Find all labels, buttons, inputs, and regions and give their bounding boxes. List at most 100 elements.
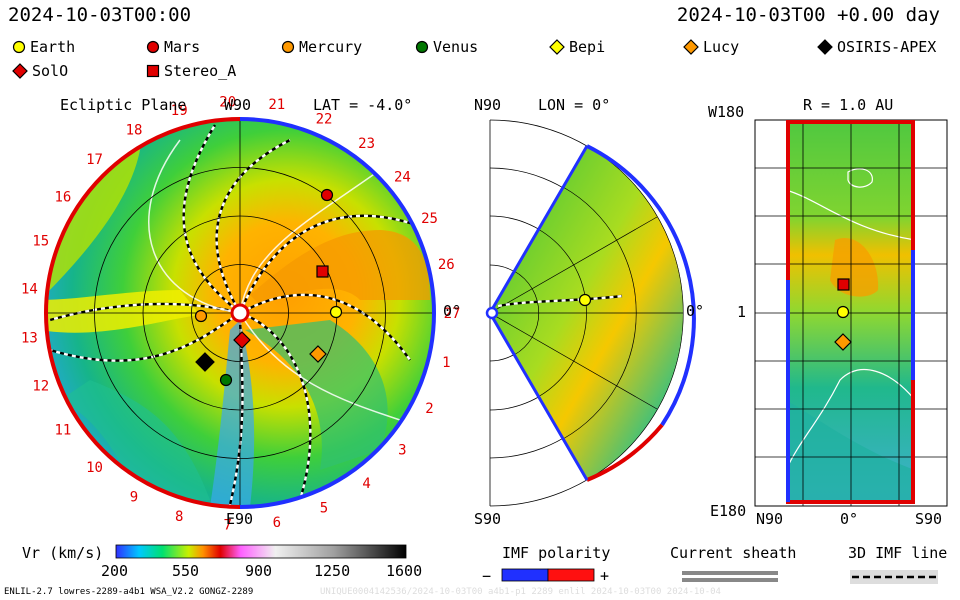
carrington-label: 19 xyxy=(171,103,188,119)
diamond-marker-icon xyxy=(12,63,28,79)
model-info: ENLIL-2.7 lowres-2289-a4b1 WSA_V2.2 GONG… xyxy=(4,587,254,597)
imf-polarity-title: IMF polarity xyxy=(502,544,611,562)
r-surface-axis-0: 0° xyxy=(840,510,859,528)
carrington-label: 24 xyxy=(394,170,411,186)
carrington-label: 12 xyxy=(32,379,49,395)
r-surface-axis-s90: S90 xyxy=(915,510,943,528)
legend-osiris-apex: OSIRIS-APEX xyxy=(817,38,936,56)
earth-marker xyxy=(836,305,850,319)
legend-lucy: Lucy xyxy=(683,38,739,56)
ecliptic-top-label: W90 xyxy=(224,96,252,114)
r-surface-polarity-border xyxy=(786,120,915,504)
solo-marker xyxy=(233,331,251,349)
carrington-label: 2 xyxy=(425,401,433,417)
circle-marker-icon xyxy=(415,40,429,54)
carrington-label: 20 xyxy=(219,94,236,110)
osiris-apex-marker xyxy=(195,352,215,372)
carrington-label: 1 xyxy=(442,355,450,371)
carrington-label: 3 xyxy=(398,442,406,458)
colorbar-tick: 200 xyxy=(101,562,129,580)
ecliptic-bottom-label: E90 xyxy=(226,510,254,528)
carrington-label: 7 xyxy=(223,518,231,534)
carrington-label: 11 xyxy=(54,423,71,439)
stereo-a-marker xyxy=(316,265,329,278)
r-surface-top-label: W180 xyxy=(708,103,745,121)
colorbar xyxy=(115,544,407,559)
carrington-label: 6 xyxy=(273,515,281,531)
carrington-label: 27 xyxy=(444,306,461,322)
ecliptic-title: Ecliptic Plane xyxy=(60,96,187,114)
legend-label: Venus xyxy=(433,38,479,56)
legend-stereo-a: Stereo_A xyxy=(146,62,236,80)
square-marker-icon xyxy=(146,64,160,78)
earth-marker xyxy=(329,305,343,319)
legend-label: Earth xyxy=(30,38,76,56)
colorbar-tick: 900 xyxy=(245,562,273,580)
r-surface-title: R = 1.0 AU xyxy=(803,96,894,114)
meridional-panel xyxy=(485,119,696,507)
carrington-label: 5 xyxy=(320,501,328,517)
circle-marker-icon xyxy=(12,40,26,54)
r-surface-axis-n90: N90 xyxy=(756,510,784,528)
bepi-marker xyxy=(578,293,592,307)
sun-icon xyxy=(485,306,499,320)
meridional-boundary-positive xyxy=(586,144,696,427)
legend-label: Stereo_A xyxy=(164,62,237,80)
ecliptic-lat-label: LAT = -4.0° xyxy=(313,96,413,114)
run-id: UNIQUE0004142536/2024-10-03T00 a4b1-p1 2… xyxy=(320,587,721,597)
r-surface-panel xyxy=(754,119,948,507)
legend-mars: Mars xyxy=(146,38,200,56)
venus-marker xyxy=(219,373,233,387)
colorbar-tick: 1250 xyxy=(314,562,351,580)
diamond-marker-icon xyxy=(683,39,699,55)
colorbar-tick: 1600 xyxy=(386,562,423,580)
mars-marker xyxy=(320,188,334,202)
legend-label: SolO xyxy=(32,62,69,80)
carrington-label: 18 xyxy=(126,122,143,138)
ecliptic-right-label: 0° xyxy=(443,302,462,320)
imf-positive-swatch xyxy=(547,568,595,582)
polarity-boundary-negative xyxy=(43,117,241,509)
carrington-label: 16 xyxy=(54,190,71,206)
legend-label: Bepi xyxy=(569,38,606,56)
carrington-label: 25 xyxy=(421,211,438,227)
meridional-right-label: 0° xyxy=(686,302,705,320)
legend-venus: Venus xyxy=(415,38,478,56)
legend-label: Mercury xyxy=(299,38,363,56)
carrington-label: 15 xyxy=(32,234,49,250)
current-sheath-lines xyxy=(148,139,401,421)
meridional-bottom-label: S90 xyxy=(474,510,502,528)
circle-marker-icon xyxy=(146,40,160,54)
sun-icon xyxy=(230,303,250,323)
diamond-marker-icon xyxy=(549,39,565,55)
datetime-left: 2024-10-03T00:00 xyxy=(8,4,192,26)
carrington-label: 17 xyxy=(86,152,103,168)
lucy-marker xyxy=(309,345,327,363)
current-sheath-label: Current sheath xyxy=(670,544,797,562)
legend-label: Lucy xyxy=(703,38,740,56)
legend-label: OSIRIS-APEX xyxy=(837,38,937,56)
carrington-label: 4 xyxy=(362,476,370,492)
stereo-a-marker xyxy=(837,278,850,291)
meridional-top-label: N90 xyxy=(474,96,502,114)
carrington-label: 8 xyxy=(175,509,183,525)
carrington-label: 9 xyxy=(130,490,138,506)
r-surface-mid-label: 1 xyxy=(737,303,747,321)
legend-earth: Earth xyxy=(12,38,75,56)
legend-bepi: Bepi xyxy=(549,38,605,56)
carrington-label: 23 xyxy=(358,136,375,152)
current-sheath-swatch xyxy=(682,571,778,575)
carrington-label: 13 xyxy=(21,331,38,347)
colorbar-label: Vr (km/s) xyxy=(22,544,104,562)
legend-label: Mars xyxy=(164,38,201,56)
carrington-label: 21 xyxy=(268,97,285,113)
imf-plus-label: + xyxy=(600,567,610,585)
imf-line-swatch xyxy=(850,570,938,584)
circle-marker-icon xyxy=(281,40,295,54)
meridional-boundary-negative xyxy=(586,423,664,482)
carrington-label: 22 xyxy=(316,111,333,127)
mercury-marker xyxy=(194,309,208,323)
legend-solo: SolO xyxy=(12,62,68,80)
